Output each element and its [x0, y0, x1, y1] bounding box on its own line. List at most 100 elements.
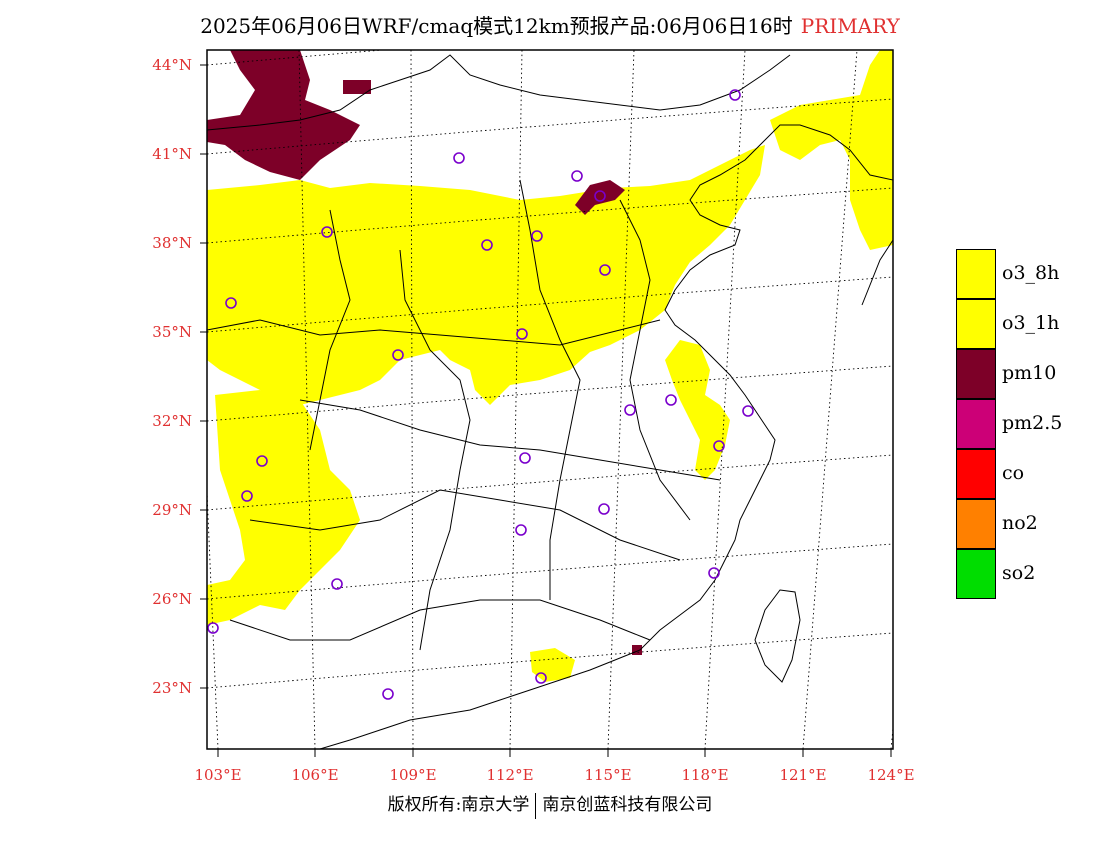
- city-marker: [535, 672, 547, 684]
- city-marker: [598, 503, 610, 515]
- city-marker: [331, 578, 343, 590]
- legend-item: pm2.5: [956, 399, 1100, 449]
- province-line-7: [309, 209, 351, 451]
- footer-left: 版权所有:南京大学: [387, 795, 530, 815]
- lat-label: 38°N: [152, 234, 192, 252]
- lat-label: 29°N: [152, 501, 192, 519]
- lon-gridline: [890, 723, 893, 749]
- legend-label: pm2.5: [1002, 412, 1063, 434]
- lon-gridline: [509, 50, 523, 749]
- title-text: 2025年06月06日WRF/cmaq模式12km预报产品:06月06日16时: [200, 14, 793, 38]
- pm10-region-beijing: [575, 180, 625, 215]
- legend-swatch: [956, 249, 996, 299]
- city-marker: [729, 89, 741, 101]
- city-marker: [453, 152, 465, 164]
- lon-label: 121°E: [779, 766, 827, 784]
- footer-right: 南京创蓝科技有限公司: [542, 795, 713, 815]
- lat-label: 44°N: [152, 56, 192, 74]
- city-marker: [256, 455, 268, 467]
- pm10-patch: [343, 80, 371, 94]
- lat-gridline: [207, 454, 893, 511]
- legend-item: no2: [956, 499, 1100, 549]
- lon-gridline: [207, 482, 219, 749]
- pm10-patch-2: [632, 645, 642, 655]
- lon-label: 115°E: [584, 766, 632, 784]
- lon-label: 103°E: [194, 766, 242, 784]
- pm10-region-north: [207, 50, 360, 180]
- city-marker: [624, 404, 636, 416]
- city-marker: [481, 239, 493, 251]
- city-marker: [321, 226, 333, 238]
- border-north: [207, 54, 791, 131]
- city-marker: [708, 567, 720, 579]
- province-line-6: [519, 179, 581, 600]
- province-line-3: [249, 489, 681, 561]
- lat-label: 41°N: [152, 145, 192, 163]
- lon-gridline: [410, 50, 414, 749]
- city-marker: [531, 230, 543, 242]
- city-markers: [207, 89, 754, 700]
- city-marker: [713, 440, 725, 452]
- city-marker: [515, 524, 527, 536]
- axis-ticks: [200, 64, 892, 757]
- title-primary-tag: PRIMARY: [800, 14, 900, 38]
- lat-gridline: [207, 187, 893, 244]
- boundaries: [207, 54, 893, 749]
- legend-label: co: [1002, 462, 1025, 484]
- legend-swatch: [956, 449, 996, 499]
- lat-label: 32°N: [152, 412, 192, 430]
- lat-gridline: [207, 365, 893, 422]
- city-marker: [516, 328, 528, 340]
- legend-swatch: [956, 349, 996, 399]
- city-marker: [665, 394, 677, 406]
- legend-label: o3_1h: [1002, 312, 1060, 334]
- lat-label: 23°N: [152, 679, 192, 697]
- lon-label: 106°E: [291, 766, 339, 784]
- map-title: 2025年06月06日WRF/cmaq模式12km预报产品:06月06日16时 P…: [0, 10, 1100, 39]
- taiwan: [754, 589, 801, 683]
- city-marker: [519, 452, 531, 464]
- lat-label: 35°N: [152, 323, 192, 341]
- legend-label: o3_8h: [1002, 262, 1060, 284]
- city-marker: [599, 264, 611, 276]
- legend-item: so2: [956, 549, 1100, 599]
- legend-swatch: [956, 499, 996, 549]
- lat-gridline: [207, 276, 893, 333]
- legend-label: pm10: [1002, 362, 1057, 384]
- o3-region-northeast: [770, 50, 893, 250]
- lon-label: 109°E: [389, 766, 437, 784]
- o3-region-southwest: [207, 390, 360, 625]
- lat-gridline: [207, 50, 388, 66]
- lon-label: 112°E: [486, 766, 534, 784]
- legend-item: o3_8h: [956, 249, 1100, 299]
- city-marker: [382, 688, 394, 700]
- city-marker: [571, 170, 583, 182]
- lat-gridline: [207, 543, 893, 600]
- city-marker: [241, 490, 253, 502]
- city-marker: [207, 622, 219, 634]
- city-marker: [225, 297, 237, 309]
- footer-separator: [535, 792, 537, 819]
- copyright-footer: 版权所有:南京大学 南京创蓝科技有限公司: [0, 790, 1100, 819]
- province-line-2: [299, 399, 721, 481]
- korea-coast: [861, 239, 893, 306]
- lon-label: 124°E: [867, 766, 915, 784]
- legend-item: pm10: [956, 349, 1100, 399]
- lon-label: 118°E: [681, 766, 729, 784]
- legend-swatch: [956, 549, 996, 599]
- legend-label: so2: [1002, 562, 1036, 584]
- map-frame: [206, 49, 894, 750]
- legend-swatch: [956, 399, 996, 449]
- province-line-5: [399, 249, 471, 651]
- legend-label: no2: [1002, 512, 1038, 534]
- city-marker: [742, 405, 754, 417]
- province-line-8: [619, 199, 691, 521]
- legend-item: o3_1h: [956, 299, 1100, 349]
- province-line-1: [207, 319, 661, 346]
- legend-item: co: [956, 449, 1100, 499]
- lat-gridline: [207, 98, 893, 155]
- o3-region-east: [665, 340, 730, 480]
- map-content: [207, 50, 893, 749]
- city-marker: [594, 190, 606, 202]
